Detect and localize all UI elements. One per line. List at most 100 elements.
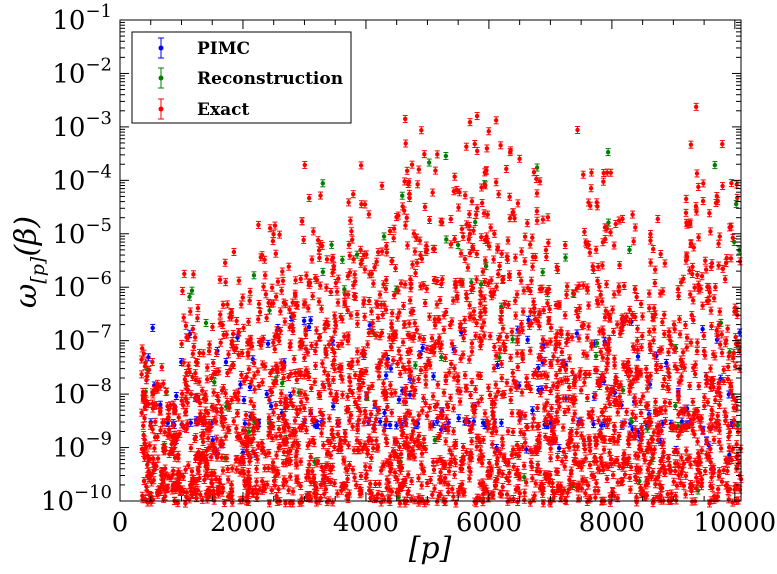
pimc-point-marker	[526, 317, 531, 323]
exact-point-marker	[141, 432, 146, 438]
exact-point	[146, 399, 152, 408]
exact-point	[141, 477, 147, 486]
exact-point-marker	[193, 434, 198, 440]
exact-point	[183, 321, 189, 330]
pimc-point	[530, 406, 536, 415]
exact-point-marker	[217, 321, 223, 326]
exact-point-marker	[271, 410, 276, 415]
exact-point-marker	[246, 367, 252, 372]
exact-point-marker	[183, 467, 188, 472]
exact-point-marker	[297, 407, 303, 412]
exact-point-marker	[144, 378, 149, 383]
reconstruction-point	[455, 240, 461, 249]
reconstruction-point-marker	[469, 280, 474, 285]
exact-point-marker	[248, 336, 253, 342]
exact-point-marker	[166, 474, 171, 479]
reconstruction-point-marker	[510, 337, 515, 342]
exact-point-marker	[273, 434, 279, 439]
exact-point-marker	[191, 272, 196, 277]
exact-point	[195, 467, 201, 476]
pimc-point	[456, 414, 462, 423]
exact-point	[187, 307, 193, 316]
exact-point-marker	[230, 362, 235, 368]
exact-point-marker	[176, 415, 181, 420]
exact-point-marker	[241, 325, 246, 331]
pimc-point-marker	[383, 422, 388, 428]
pimc-point-marker	[388, 366, 394, 371]
exact-point-marker	[273, 402, 279, 408]
exact-point-marker	[206, 427, 212, 432]
reconstruction-point	[472, 218, 478, 227]
exact-point-marker	[234, 426, 239, 431]
exact-point-marker	[195, 316, 200, 321]
exact-point-marker	[263, 292, 269, 297]
exact-point-marker	[290, 322, 295, 328]
reconstruction-point	[189, 286, 195, 295]
exact-point-marker	[234, 467, 239, 472]
exact-point-marker	[188, 445, 194, 451]
exact-point-marker	[205, 365, 210, 370]
exact-point-marker	[259, 479, 265, 484]
reconstruction-point-marker	[563, 255, 568, 260]
exact-point-marker	[155, 456, 161, 461]
exact-point-marker	[180, 403, 186, 408]
exact-point-marker	[270, 238, 276, 244]
exact-point-marker	[203, 397, 209, 403]
exact-point-marker	[274, 365, 280, 370]
exact-point-marker	[150, 427, 155, 432]
exact-point-marker	[256, 317, 261, 322]
pimc-point-marker	[556, 445, 562, 451]
pimc-point-marker	[377, 419, 383, 424]
exact-point-marker	[183, 323, 189, 329]
pimc-point	[301, 316, 307, 325]
exact-point-marker	[200, 439, 206, 445]
exact-point	[170, 420, 176, 429]
pimc-point	[241, 396, 247, 405]
exact-point-marker	[209, 473, 214, 478]
exact-point-marker	[185, 400, 190, 405]
reconstruction-point	[443, 151, 449, 160]
exact-point-marker	[260, 488, 265, 494]
pimc-point-marker	[174, 393, 179, 399]
exact-point-marker	[188, 391, 194, 397]
exact-point-marker	[312, 379, 317, 385]
exact-point-marker	[271, 301, 276, 306]
exact-point	[151, 476, 157, 485]
exact-point-marker	[196, 396, 201, 402]
reconstruction-point	[432, 436, 438, 445]
exact-point	[208, 374, 214, 383]
reconstruction-point	[399, 191, 405, 200]
exact-point-marker	[279, 288, 284, 293]
exact-point-marker	[275, 279, 281, 284]
exact-point	[192, 333, 198, 342]
exact-point-marker	[282, 319, 288, 324]
exact-point-marker	[294, 461, 299, 466]
exact-point-marker	[190, 481, 195, 486]
exact-point-marker	[269, 389, 275, 395]
exact-point-marker	[170, 422, 176, 428]
pimc-point	[396, 395, 402, 404]
exact-point-marker	[216, 369, 221, 374]
exact-point-marker	[218, 340, 223, 345]
reconstruction-point-marker	[251, 273, 257, 278]
pimc-point-marker	[210, 437, 215, 443]
reconstruction-point	[496, 353, 502, 362]
exact-point-marker	[247, 298, 252, 303]
reconstruction-point	[251, 271, 257, 280]
exact-point-marker	[214, 436, 219, 441]
exact-point-marker	[146, 367, 152, 373]
exact-point	[176, 413, 182, 422]
pimc-point-marker	[524, 447, 529, 452]
exact-point-marker	[142, 416, 147, 421]
pimc-point-marker	[499, 420, 504, 425]
exact-point-marker	[287, 433, 293, 438]
exact-point-marker	[294, 476, 300, 481]
exact-point-marker	[231, 249, 237, 255]
exact-point	[193, 418, 199, 427]
exact-point-marker	[270, 460, 276, 465]
exact-point-marker	[286, 264, 291, 269]
exact-point-marker	[286, 425, 291, 430]
exact-point	[152, 433, 158, 442]
exact-point-marker	[165, 404, 170, 409]
exact-point-marker	[139, 410, 144, 415]
